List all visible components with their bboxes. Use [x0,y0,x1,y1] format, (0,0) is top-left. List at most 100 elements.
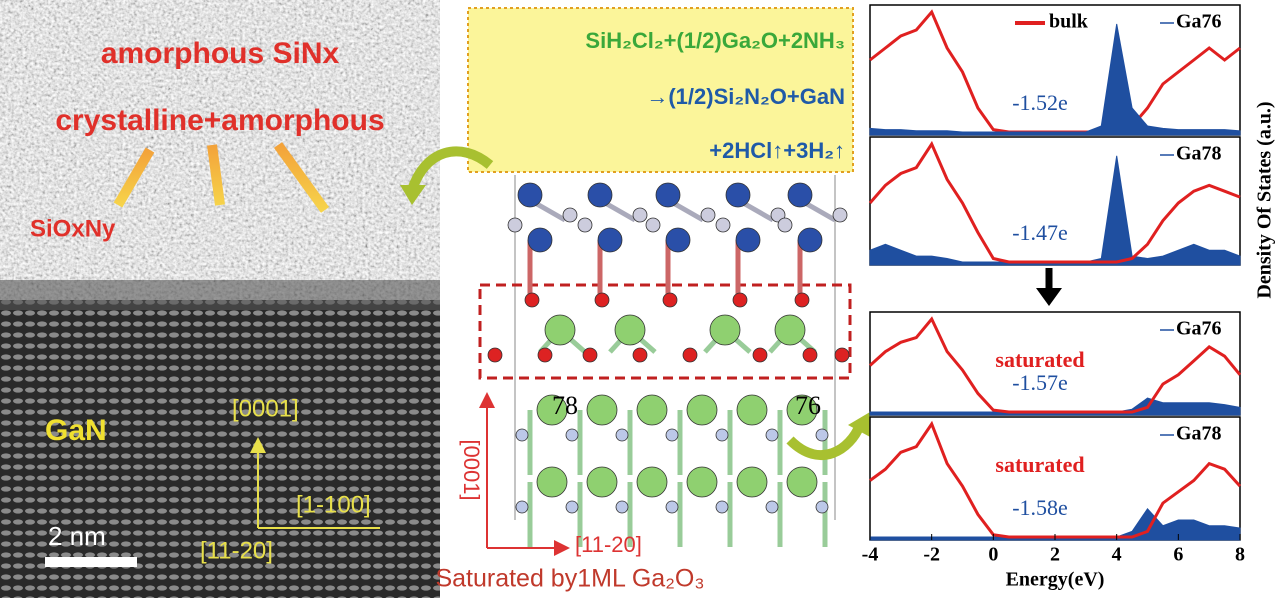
atom [775,315,805,345]
reaction-text: →(1/2)Si₂N₂O+GaN [646,84,845,109]
atom [566,429,578,441]
scale-label: 2 nm [48,521,106,551]
atom [566,501,578,513]
atom [656,183,680,207]
reaction-text: SiH₂Cl₂+(1/2)Ga₂O+2NH₃ [585,28,845,53]
atom [766,429,778,441]
figure: amorphous SiNx crystalline+amorphous SiO… [0,0,1286,598]
atom [545,315,575,345]
reaction-text: +2HCl↑+3H₂↑ [709,138,845,163]
atom [587,395,617,425]
atom [716,429,728,441]
atom [766,501,778,513]
atom [737,395,767,425]
atom [563,208,577,222]
x-axis-label: Energy(eV) [1006,569,1105,591]
x-tick-label: 6 [1173,544,1183,566]
x-tick-label: 2 [1050,544,1060,566]
atom [587,467,617,497]
substrate-label: GaN [45,414,107,447]
atom [578,218,592,232]
atom [528,228,552,252]
atom [537,467,567,497]
scale-bar [45,557,137,567]
charge-label: -1.47e [1012,220,1068,245]
atom [710,315,740,345]
atom [687,467,717,497]
atom [803,348,817,362]
atom [701,208,715,222]
layer-label: amorphous SiNx [101,37,340,70]
axis-label: [0001] [459,439,484,500]
x-tick-label: 8 [1235,544,1245,566]
atom [663,293,677,307]
legend-label: bulk [1049,11,1089,33]
panel-note: saturated [995,347,1084,372]
legend-label: Ga76 [1176,11,1222,33]
atom [633,348,647,362]
atom [516,501,528,513]
layer-label: SiOxNy [30,215,116,242]
caption: Saturated by1ML Ga₂O₃ [435,565,704,593]
atom [716,218,730,232]
x-tick-label: 4 [1112,544,1122,566]
atom [795,293,809,307]
panel-note: saturated [995,452,1084,477]
atom [816,429,828,441]
atom [633,208,647,222]
atom-label: 76 [795,391,821,420]
atom [666,429,678,441]
atom [753,348,767,362]
atom [683,348,697,362]
y-axis-label: Density Of States (a.u.) [1254,101,1276,298]
atom [666,501,678,513]
atom [666,228,690,252]
atom [778,218,792,232]
charge-label: -1.58e [1012,495,1068,520]
atom [637,395,667,425]
layer-label: crystalline+amorphous [55,104,384,137]
atom [598,228,622,252]
atom [736,228,760,252]
atom [716,501,728,513]
atom [508,218,522,232]
page: { "tem": { "layer_top": "amorphous SiNx"… [0,0,1286,598]
atom [835,348,849,362]
x-tick-label: 0 [988,544,998,566]
atom-label: 78 [552,391,578,420]
interface-band [0,280,440,310]
atom [798,228,822,252]
atom [583,348,597,362]
atom [646,218,660,232]
axis-label: [11-20] [575,532,642,557]
atom [516,429,528,441]
atom [833,208,847,222]
atom [538,348,552,362]
atom [637,467,667,497]
atom [816,501,828,513]
direction-label: [1-100] [296,491,371,518]
direction-label: [0001] [232,395,299,422]
atom [687,395,717,425]
atom [588,183,612,207]
atom [525,293,539,307]
atom [726,183,750,207]
x-tick-label: -2 [923,544,940,566]
legend-label: Ga78 [1176,143,1222,165]
atom [518,183,542,207]
direction-label: [11-20] [200,537,273,564]
atom [733,293,747,307]
atom [615,315,645,345]
legend-label: Ga76 [1176,318,1222,340]
charge-label: -1.52e [1012,90,1068,115]
atom [488,348,502,362]
x-tick-label: -4 [862,544,879,566]
atom [787,467,817,497]
charge-label: -1.57e [1012,370,1068,395]
atom [616,501,628,513]
black-arrowhead [1036,288,1062,306]
atomic-structure [480,175,850,547]
tem-image: amorphous SiNx crystalline+amorphous SiO… [0,0,440,598]
legend-label: Ga78 [1176,423,1222,445]
